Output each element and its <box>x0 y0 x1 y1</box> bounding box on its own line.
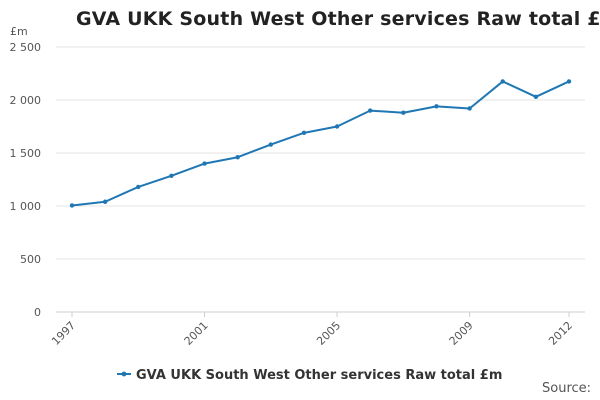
data-point[interactable] <box>235 155 240 160</box>
source-label: Source: <box>542 381 592 396</box>
data-point[interactable] <box>102 199 108 204</box>
data-point[interactable] <box>334 124 340 129</box>
data-point[interactable] <box>566 79 572 84</box>
legend-marker <box>121 371 127 377</box>
data-point[interactable] <box>500 79 505 84</box>
data-point[interactable] <box>69 203 75 208</box>
y-tick-label: 2 500 <box>10 41 42 54</box>
data-point[interactable] <box>268 142 273 147</box>
grid-lines <box>56 46 585 313</box>
series-line <box>71 80 570 207</box>
data-point[interactable] <box>401 110 406 115</box>
data-point[interactable] <box>136 184 141 190</box>
series-group <box>69 79 572 208</box>
data-point[interactable] <box>533 94 539 100</box>
data-point[interactable] <box>368 108 373 113</box>
y-axis-ticks: 0 500 1 000 1 500 2 000 2 500 <box>10 41 42 319</box>
y-tick-label: 1 000 <box>10 200 42 213</box>
x-tick-label: 2012 <box>546 319 575 348</box>
y-tick-label: 500 <box>20 253 41 266</box>
legend-label[interactable]: GVA UKK South West Other services Raw to… <box>136 368 502 383</box>
y-tick-label: 1 500 <box>10 147 42 160</box>
data-point[interactable] <box>202 161 207 166</box>
y-axis-unit-label: £m <box>10 25 28 38</box>
data-point[interactable] <box>301 130 307 136</box>
x-tick-label: 1997 <box>49 319 78 348</box>
chart-title: GVA UKK South West Other services Raw to… <box>76 8 600 30</box>
x-tick-label: 2005 <box>314 319 343 348</box>
data-point[interactable] <box>169 173 174 178</box>
x-tick-label: 2009 <box>447 319 476 348</box>
data-point[interactable] <box>467 106 472 111</box>
x-tick-label: 2001 <box>182 319 211 348</box>
y-tick-label: 2 000 <box>10 94 42 107</box>
y-tick-label: 0 <box>34 306 41 319</box>
data-point[interactable] <box>434 104 439 109</box>
x-axis-ticks: 1997 2001 2005 2009 2012 <box>49 312 575 348</box>
legend[interactable]: GVA UKK South West Other services Raw to… <box>117 368 502 383</box>
